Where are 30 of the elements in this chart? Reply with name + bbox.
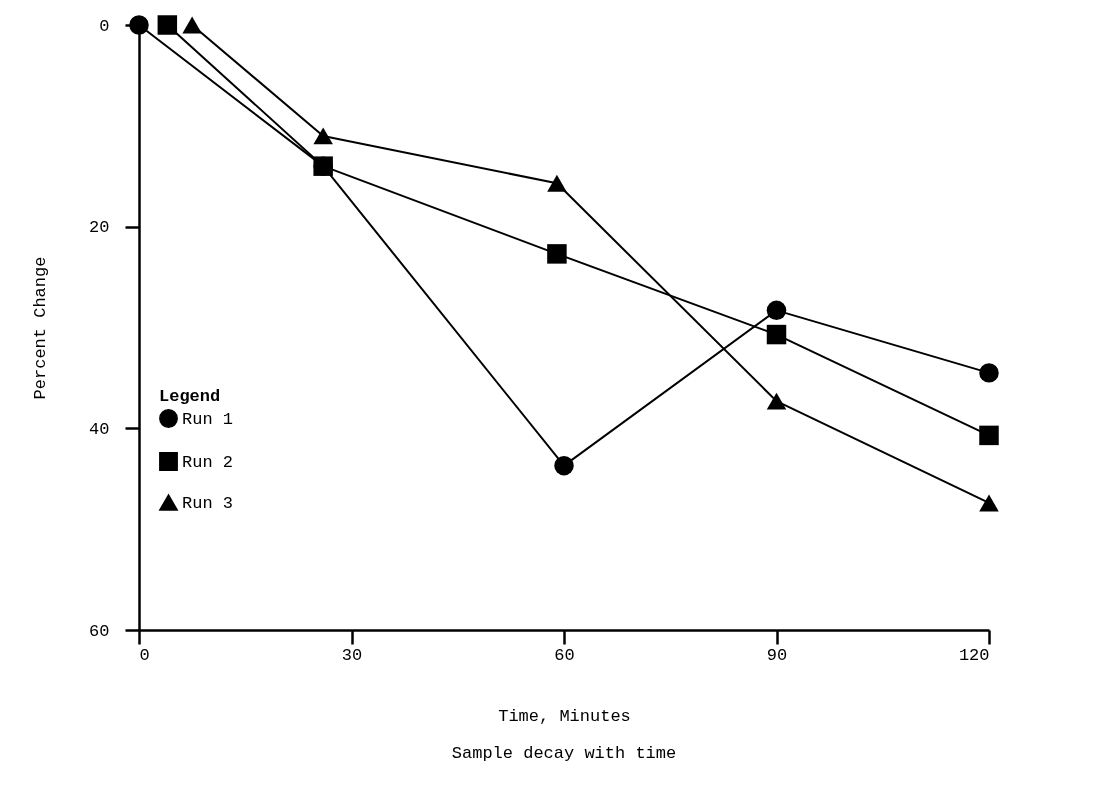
y-tick-label: 20 (89, 218, 110, 238)
y-tick-label: 0 (99, 16, 110, 36)
x-tick-label: 0 (139, 645, 150, 665)
point (766, 300, 787, 321)
point (313, 127, 333, 145)
x-tick-label: 90 (766, 645, 788, 665)
x-tick-label: 30 (341, 645, 363, 665)
point (766, 392, 787, 410)
y-tick-label: 60 (89, 621, 110, 641)
x-tick-label: 120 (958, 645, 990, 665)
text: Sample decay with time (451, 744, 677, 763)
y-tick-label: 40 (89, 419, 110, 439)
legend-label: Run 2 (182, 452, 234, 472)
legend-title: Legend (159, 387, 221, 406)
point (157, 15, 178, 35)
point (979, 363, 999, 383)
point (554, 455, 574, 476)
legend-label: Run 3 (182, 493, 234, 513)
point (766, 324, 787, 345)
point (547, 174, 567, 192)
legend-label: Run 1 (182, 409, 234, 429)
x-tick-label: 60 (554, 645, 575, 665)
point (547, 244, 567, 264)
point (979, 425, 999, 446)
point (979, 494, 999, 512)
point (313, 156, 333, 176)
y-axis-title: Percent Change (31, 256, 51, 400)
point (129, 15, 149, 35)
x-axis-title: Time, Minutes (498, 706, 631, 726)
point (182, 16, 202, 34)
